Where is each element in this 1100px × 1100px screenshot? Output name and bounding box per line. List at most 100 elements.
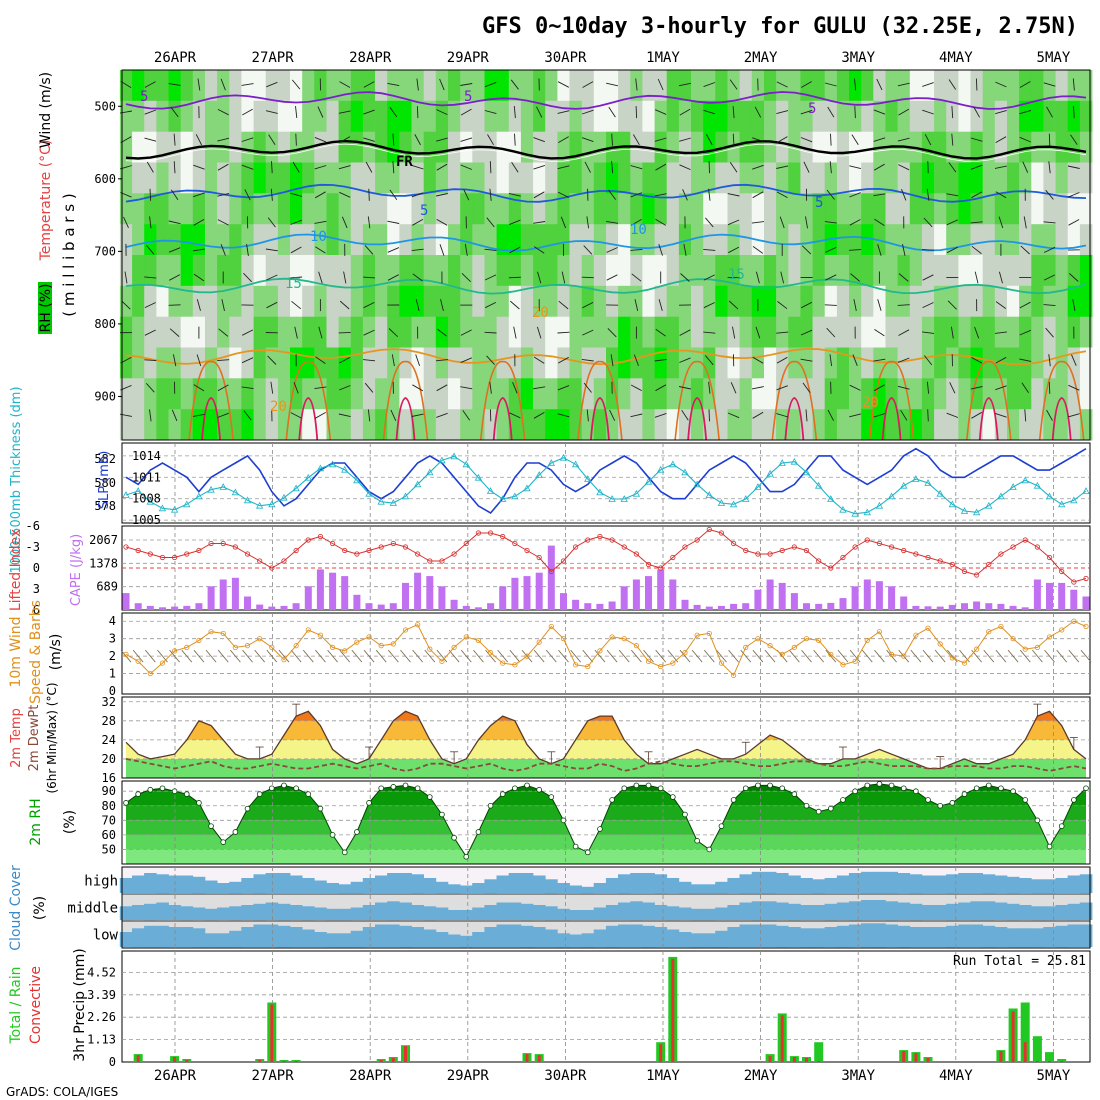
wind-speed-point <box>998 623 1004 630</box>
cape-bar <box>1021 607 1029 610</box>
wind-barb <box>367 409 371 422</box>
wind-speed-point <box>974 646 980 652</box>
cloud-bar <box>1006 876 1020 894</box>
cloud-bar <box>666 906 680 921</box>
rh-shade-cell <box>545 347 558 379</box>
rh-shade-cell <box>970 131 983 163</box>
wind-barb <box>618 649 630 663</box>
date-label-bottom: 26APR <box>154 1068 197 1084</box>
cloud-bar <box>678 907 692 920</box>
wind-barb <box>314 220 327 224</box>
rh-band <box>126 849 1086 864</box>
rh-shade-cell <box>751 100 765 133</box>
wind-barb <box>460 386 473 390</box>
rh-shade-cell <box>1079 193 1093 225</box>
wind-barb <box>780 271 785 284</box>
cloud-bar <box>751 901 765 921</box>
axis-tick-label: 900 <box>94 389 116 403</box>
lifted-index-point <box>779 547 785 554</box>
rh-shade-cell <box>1079 316 1093 348</box>
panel-frame <box>121 612 1091 695</box>
cloud-bar <box>909 927 923 947</box>
wind-barb <box>294 326 298 339</box>
rh-shade-cell <box>326 100 339 133</box>
wind-barb <box>168 304 181 306</box>
wind-barb <box>557 356 569 364</box>
rh-shade-cell <box>678 100 692 133</box>
wind-barb <box>302 649 314 663</box>
rh-shade-cell <box>448 347 461 379</box>
wind-barb <box>635 78 638 91</box>
rh-shade-cell <box>496 162 510 194</box>
rh-shade-cell <box>1055 255 1069 287</box>
precip-total-bar <box>1045 1052 1054 1062</box>
rh-shade-cell <box>715 316 728 348</box>
rh-shade-cell <box>1019 193 1032 225</box>
thickness-point <box>875 501 884 509</box>
wind-barb <box>193 273 205 282</box>
date-label-bottom: 28APR <box>349 1068 392 1084</box>
wind-barb <box>729 162 738 173</box>
wind-barb <box>924 134 932 146</box>
wind-barb <box>1072 299 1076 312</box>
warm-contour <box>382 360 429 441</box>
rh-shade-cell <box>946 224 959 256</box>
wind-barb <box>217 163 229 171</box>
rh-shade-cell <box>180 70 194 102</box>
precip-convective-bar <box>671 958 675 1062</box>
rh-shade-cell <box>399 70 412 102</box>
wind-barb <box>533 649 545 663</box>
cloud-bar <box>934 875 947 893</box>
rh-shade-cell <box>314 255 327 287</box>
rh-shade-cell <box>691 224 704 256</box>
wind-barb <box>533 412 545 419</box>
wind-barb <box>850 273 860 282</box>
cloud-bar <box>399 902 412 920</box>
precip-panel: Run Total = 25.814.523.392.261.130Total … <box>8 948 1091 1069</box>
wind-speed-point <box>548 623 554 630</box>
wind-speed-point <box>487 650 494 656</box>
rh-shade-cell <box>302 70 315 102</box>
cloud-bar <box>545 906 558 921</box>
wind-barb <box>557 110 570 114</box>
cloud-bar <box>302 929 315 947</box>
rh-shade-cell <box>764 378 777 410</box>
axis-label: (6hr Min/Max) (°C) <box>45 682 59 793</box>
rh-shade-cell <box>569 162 582 194</box>
rh-shade-cell <box>982 193 996 225</box>
cloud-bar <box>885 871 898 894</box>
wind-barb <box>970 221 983 224</box>
cloud-layer-label: high <box>84 874 118 890</box>
rh-shade-cell <box>909 347 923 379</box>
rh-shade-cell <box>958 162 971 194</box>
wind-barb <box>583 382 592 393</box>
cloud-bar <box>776 925 789 948</box>
rh-shade-cell <box>533 100 546 133</box>
axis-tick-label: 1.13 <box>87 1033 116 1047</box>
axis-tick-label: 6 <box>33 603 40 617</box>
wind-barb <box>291 300 302 310</box>
wind-barb <box>511 161 519 173</box>
wind-barb <box>533 246 545 254</box>
wind-barb <box>387 220 400 224</box>
rh-shade-cell <box>1031 378 1044 410</box>
axis-label: (%) <box>32 896 48 920</box>
rh-shade-cell <box>132 285 145 318</box>
cape-bar <box>778 582 786 610</box>
cloud-bar <box>277 925 291 948</box>
rh-shade-cell <box>666 224 680 256</box>
rh-shade-cell <box>362 224 376 256</box>
wind-barb <box>1022 161 1029 173</box>
cloud-bar <box>144 925 157 948</box>
panel-frame <box>121 69 1091 441</box>
rh-shade-cell <box>265 378 279 410</box>
rh-shade-cell <box>958 378 971 410</box>
cape-bar <box>535 572 543 610</box>
thickness-point <box>985 501 993 509</box>
wind-barb <box>244 189 251 201</box>
rh-shade-cell <box>897 378 911 410</box>
wind-barb <box>485 649 496 663</box>
thickness-point <box>474 473 483 481</box>
